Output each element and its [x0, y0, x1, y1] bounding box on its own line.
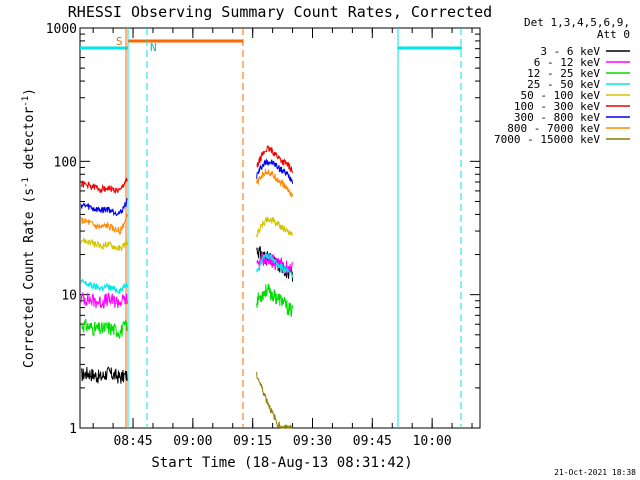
series-2	[80, 283, 294, 339]
x-tick-label: 09:30	[293, 434, 332, 449]
series-8	[256, 371, 293, 430]
series-7	[81, 168, 294, 235]
x-tick-label: 10:00	[413, 434, 452, 449]
y-axis-label: Corrected Count Rate (s-1 detector-1)	[21, 88, 37, 368]
series-pre-line	[80, 278, 128, 295]
observing-markers: S N	[80, 28, 462, 428]
y-label-part2: detector	[22, 107, 37, 178]
legend-label: 3 - 6 keV	[540, 45, 600, 58]
y-label-part3: )	[22, 88, 37, 96]
y-tick-label: 1	[69, 422, 77, 437]
legend-label: 12 - 25 keV	[527, 67, 600, 80]
series-post-line	[256, 157, 294, 184]
series-pre-line	[80, 366, 128, 384]
annotation-s: S	[116, 35, 123, 48]
series-post-line	[256, 168, 294, 198]
series-pre-line	[80, 318, 128, 339]
footer-date: 21-Oct-2021 18:38	[554, 468, 636, 477]
legend-label: 300 - 800 keV	[514, 111, 600, 124]
series-post-line	[256, 283, 294, 318]
x-tick-label: 08:45	[113, 434, 152, 449]
x-tick-label: 09:00	[173, 434, 212, 449]
legend-label: 100 - 300 keV	[514, 100, 600, 113]
series-post-line	[256, 371, 293, 430]
series-6	[80, 157, 294, 217]
series-post-line	[256, 216, 294, 238]
x-tick-label: 09:45	[353, 434, 392, 449]
y-label-part1: Corrected Count Rate (s	[22, 188, 37, 368]
series-pre-line	[80, 237, 128, 252]
legend-label: 25 - 50 keV	[527, 78, 600, 91]
series-4	[80, 216, 294, 252]
series-layer	[80, 145, 294, 430]
series-5	[80, 145, 294, 194]
x-axis-label: Start Time (18-Aug-13 08:31:42)	[151, 455, 412, 471]
x-tick-label: 09:15	[233, 434, 272, 449]
legend-label: 800 - 7000 keV	[507, 122, 600, 135]
legend-header-2: Att 0	[597, 28, 630, 41]
series-pre-line	[81, 214, 128, 235]
annotation-n: N	[150, 41, 157, 54]
series-post-line	[256, 252, 294, 279]
x-axis: 08:45 09:00 09:15 09:30 09:45 10:00	[92, 28, 473, 449]
y-tick-label: 1000	[46, 22, 77, 37]
legend-label: 6 - 12 keV	[534, 56, 601, 69]
chart-title: RHESSI Observing Summary Count Rates, Co…	[68, 3, 492, 21]
y-axis: 1 10 100 1000	[46, 22, 480, 437]
y-label-sup2: -1	[21, 96, 31, 107]
series-0	[80, 246, 294, 384]
legend-label: 50 - 100 keV	[521, 89, 601, 102]
legend-label: 7000 - 15000 keV	[494, 133, 600, 146]
series-3	[80, 252, 294, 295]
series-post-line	[256, 145, 294, 174]
series-pre-line	[80, 198, 128, 217]
y-label-sup1: -1	[21, 177, 31, 188]
series-pre-line	[80, 291, 128, 309]
series-pre-line	[80, 177, 128, 194]
y-tick-label: 100	[54, 155, 77, 170]
y-tick-label: 10	[61, 289, 77, 304]
legend-header-1: Det 1,3,4,5,6,9,	[524, 16, 630, 29]
